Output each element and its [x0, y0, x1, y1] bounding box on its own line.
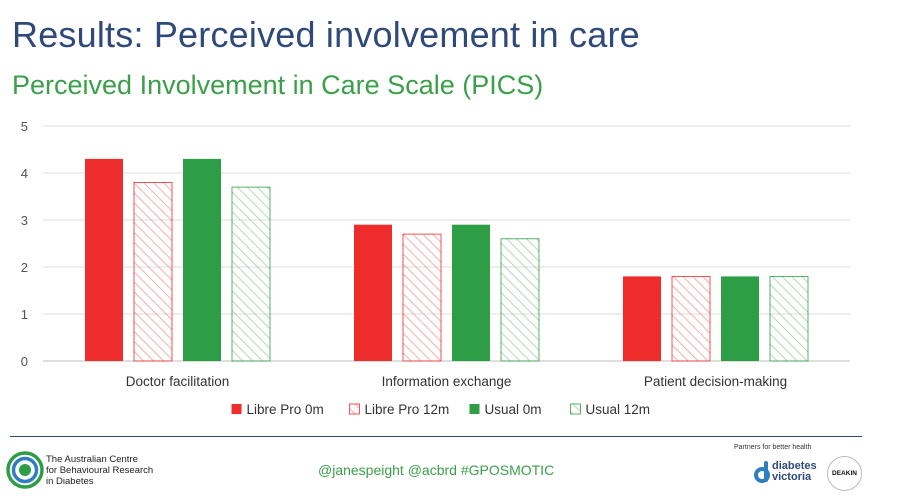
y-tick-label: 1	[21, 307, 28, 322]
diabetes-victoria-name: diabetes victoria	[772, 460, 817, 483]
bar-usual-12m	[500, 238, 540, 362]
legend-swatch	[469, 404, 480, 414]
y-tick-label: 3	[21, 213, 28, 228]
legend-swatch	[570, 403, 581, 415]
x-category-label: Patient decision-making	[644, 374, 787, 389]
social-hashtags: @janespeight @acbrd #GPOSMOTIC	[318, 462, 555, 478]
legend-label: Usual 0m	[485, 402, 542, 417]
slide-title: Results: Perceived involvement in care	[12, 14, 640, 55]
bar-usual-0m	[721, 276, 759, 361]
bar-usual-0m	[452, 224, 490, 361]
legend-label: Usual 12m	[586, 402, 651, 417]
legend-swatch	[349, 403, 360, 415]
bars	[85, 158, 809, 362]
deakin-logo: DEAKIN	[827, 456, 862, 491]
x-axis-categories: Doctor facilitation Information exchange P…	[126, 374, 787, 389]
bar-usual-12m	[231, 186, 271, 362]
x-category-label: Doctor facilitation	[126, 374, 230, 389]
org-name: The Australian Centre for Behavioural Re…	[46, 454, 154, 487]
partners-label: Partners for better health	[734, 444, 812, 451]
legend: Libre Pro 0m Libre Pro 12m Usual 0m Usual 1…	[231, 402, 651, 417]
slide-subtitle: Perceived Involvement in Care Scale (PIC…	[12, 70, 544, 100]
bar-usual-12m	[769, 275, 809, 362]
x-category-label: Information exchange	[382, 374, 512, 389]
bar-usual-0m	[183, 158, 221, 361]
acbrd-logo-icon	[6, 451, 44, 489]
bar-libre-pro-0m	[354, 224, 392, 361]
bar-libre-pro-0m	[623, 276, 661, 361]
footer-divider	[10, 436, 862, 437]
legend-label: Libre Pro 12m	[365, 402, 450, 417]
bar-libre-pro-0m	[85, 158, 123, 361]
bar-libre-pro-12m	[402, 233, 442, 362]
y-axis-ticks: 0 1 2 3 4 5	[21, 119, 28, 369]
y-tick-label: 2	[21, 260, 28, 275]
y-tick-label: 5	[21, 119, 28, 134]
legend-swatch	[231, 404, 242, 414]
y-tick-label: 0	[21, 354, 28, 369]
diabetes-victoria-logo-icon	[754, 461, 770, 483]
bar-libre-pro-12m	[133, 181, 173, 362]
bar-chart: 0 1 2 3 4 5 Doctor facilitation Information ex…	[21, 119, 850, 417]
grid-lines	[43, 125, 850, 362]
legend-label: Libre Pro 0m	[247, 402, 324, 417]
y-tick-label: 4	[21, 166, 28, 181]
bar-libre-pro-12m	[671, 275, 711, 362]
